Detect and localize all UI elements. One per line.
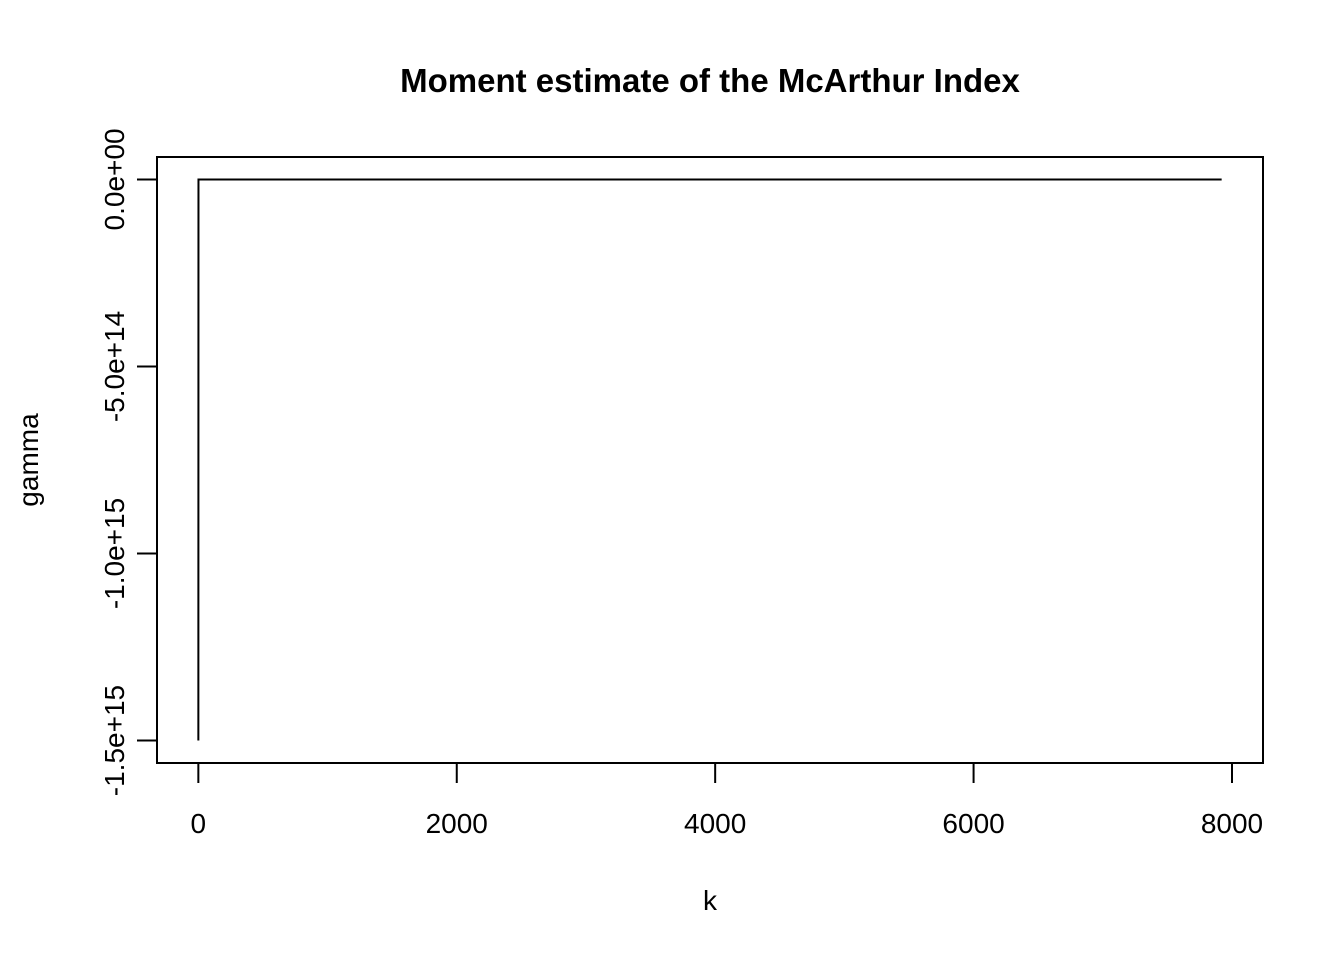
series-layer: [197, 178, 1222, 741]
x-tick-label: 8000: [1201, 808, 1263, 839]
y-tick-label: -1.5e+15: [99, 685, 130, 796]
plot-frame: [156, 156, 1264, 764]
x-tick-label: 0: [191, 808, 207, 839]
y-axis-label: gamma: [13, 413, 44, 507]
series-line: [197, 178, 1222, 741]
y-tick-label: -1.0e+15: [99, 498, 130, 609]
y-tick-label: 0.0e+00: [99, 128, 130, 230]
y-tick-label: -5.0e+14: [99, 311, 130, 422]
x-axis: 0 2000 4000 6000 8000: [191, 762, 1263, 839]
y-axis: 0.0e+00 -5.0e+14 -1.0e+15 -1.5e+15: [99, 128, 158, 796]
x-tick-label: 4000: [684, 808, 746, 839]
x-tick-label: 2000: [426, 808, 488, 839]
x-tick-label: 6000: [942, 808, 1004, 839]
chart-title: Moment estimate of the McArthur Index: [400, 62, 1020, 99]
x-axis-label: k: [703, 885, 718, 916]
